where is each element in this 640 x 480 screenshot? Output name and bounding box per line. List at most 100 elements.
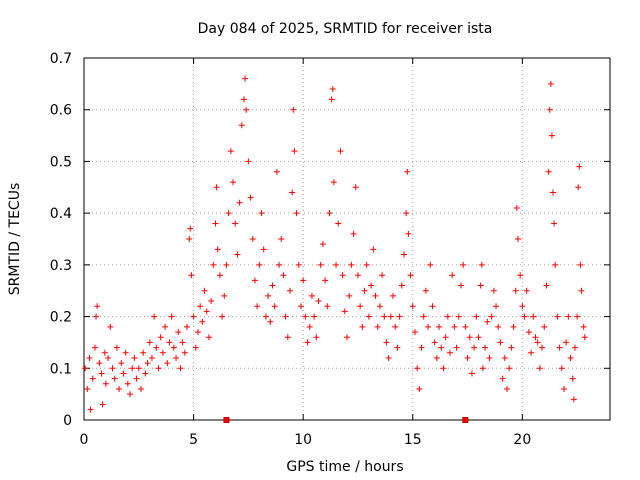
data-point: [462, 323, 469, 330]
data-point: [335, 220, 342, 227]
data-point: [541, 323, 548, 330]
data-points: [82, 75, 588, 413]
data-point: [120, 370, 127, 377]
grid-lines: [84, 58, 610, 420]
data-point: [142, 370, 149, 377]
data-point: [219, 313, 226, 320]
data-point: [258, 210, 265, 217]
y-axis-label: SRMTID / TECUs: [7, 183, 23, 296]
data-point: [503, 385, 510, 392]
data-point: [440, 365, 447, 372]
data-point: [506, 365, 513, 372]
data-point: [96, 360, 103, 367]
data-point: [337, 148, 344, 155]
data-point: [111, 375, 118, 382]
data-point: [98, 370, 105, 377]
data-point: [425, 323, 432, 330]
data-point: [190, 313, 197, 320]
data-point: [93, 313, 100, 320]
chart-title: Day 084 of 2025, SRMTID for receiver ist…: [198, 21, 493, 37]
data-point: [339, 272, 346, 279]
data-point: [99, 401, 106, 408]
data-point: [313, 334, 320, 341]
data-point: [475, 334, 482, 341]
x-tick-labels: 0 5 10 15 20: [80, 432, 532, 448]
data-point: [477, 282, 484, 289]
data-point: [409, 303, 416, 310]
data-point: [433, 354, 440, 361]
data-point: [129, 365, 136, 372]
data-point: [230, 179, 237, 186]
data-point: [213, 184, 220, 191]
data-point: [543, 282, 550, 289]
data-point: [508, 344, 515, 351]
data-point: [451, 323, 458, 330]
y-tick-label: 0: [63, 413, 72, 429]
x-axis-marker: [462, 417, 469, 423]
data-point: [199, 318, 206, 325]
data-point: [512, 287, 519, 294]
data-point: [329, 86, 336, 93]
data-point: [225, 210, 232, 217]
data-point: [164, 360, 171, 367]
data-point: [295, 261, 302, 268]
data-point: [370, 246, 377, 253]
data-point: [550, 189, 557, 196]
data-point: [210, 261, 217, 268]
data-point: [201, 287, 208, 294]
data-point: [576, 163, 583, 170]
data-point: [514, 236, 521, 242]
data-point: [247, 194, 254, 201]
data-point: [109, 365, 116, 372]
data-point: [493, 303, 500, 310]
data-point: [300, 277, 307, 284]
data-point: [546, 106, 553, 113]
data-point: [556, 344, 563, 351]
data-point: [539, 344, 546, 351]
data-point: [359, 323, 366, 330]
data-point: [86, 354, 93, 361]
data-point: [486, 354, 493, 361]
y-tick-label: 0.2: [50, 310, 72, 326]
data-point: [324, 303, 331, 310]
data-point: [251, 277, 258, 284]
data-point: [447, 349, 454, 356]
data-point: [280, 272, 287, 279]
data-point: [488, 313, 495, 320]
data-point: [578, 287, 585, 294]
data-point: [499, 375, 506, 382]
data-point: [282, 313, 289, 320]
data-point: [444, 313, 451, 320]
data-point: [571, 344, 578, 351]
data-point: [212, 220, 219, 227]
data-point: [240, 96, 247, 103]
data-point: [127, 391, 134, 398]
data-point: [473, 313, 480, 320]
data-point: [260, 246, 267, 253]
data-point: [341, 308, 348, 315]
data-point: [186, 236, 193, 242]
data-point: [107, 323, 114, 330]
data-point: [254, 303, 261, 310]
data-point: [192, 344, 199, 351]
x-axis-markers: [223, 417, 469, 423]
x-tick-label: 15: [404, 432, 422, 448]
data-point: [265, 292, 272, 299]
data-point: [379, 272, 386, 279]
data-point: [416, 385, 423, 392]
data-point: [484, 318, 491, 325]
data-point: [124, 380, 131, 387]
data-point: [392, 323, 399, 330]
data-point: [271, 303, 278, 310]
data-point: [357, 303, 364, 310]
data-point: [404, 168, 411, 175]
data-point: [429, 303, 436, 310]
data-point: [82, 365, 89, 372]
data-point: [497, 339, 504, 346]
data-point: [348, 261, 355, 268]
data-point: [519, 303, 526, 310]
data-point: [372, 292, 379, 299]
data-point: [551, 220, 558, 227]
data-point: [322, 277, 329, 284]
